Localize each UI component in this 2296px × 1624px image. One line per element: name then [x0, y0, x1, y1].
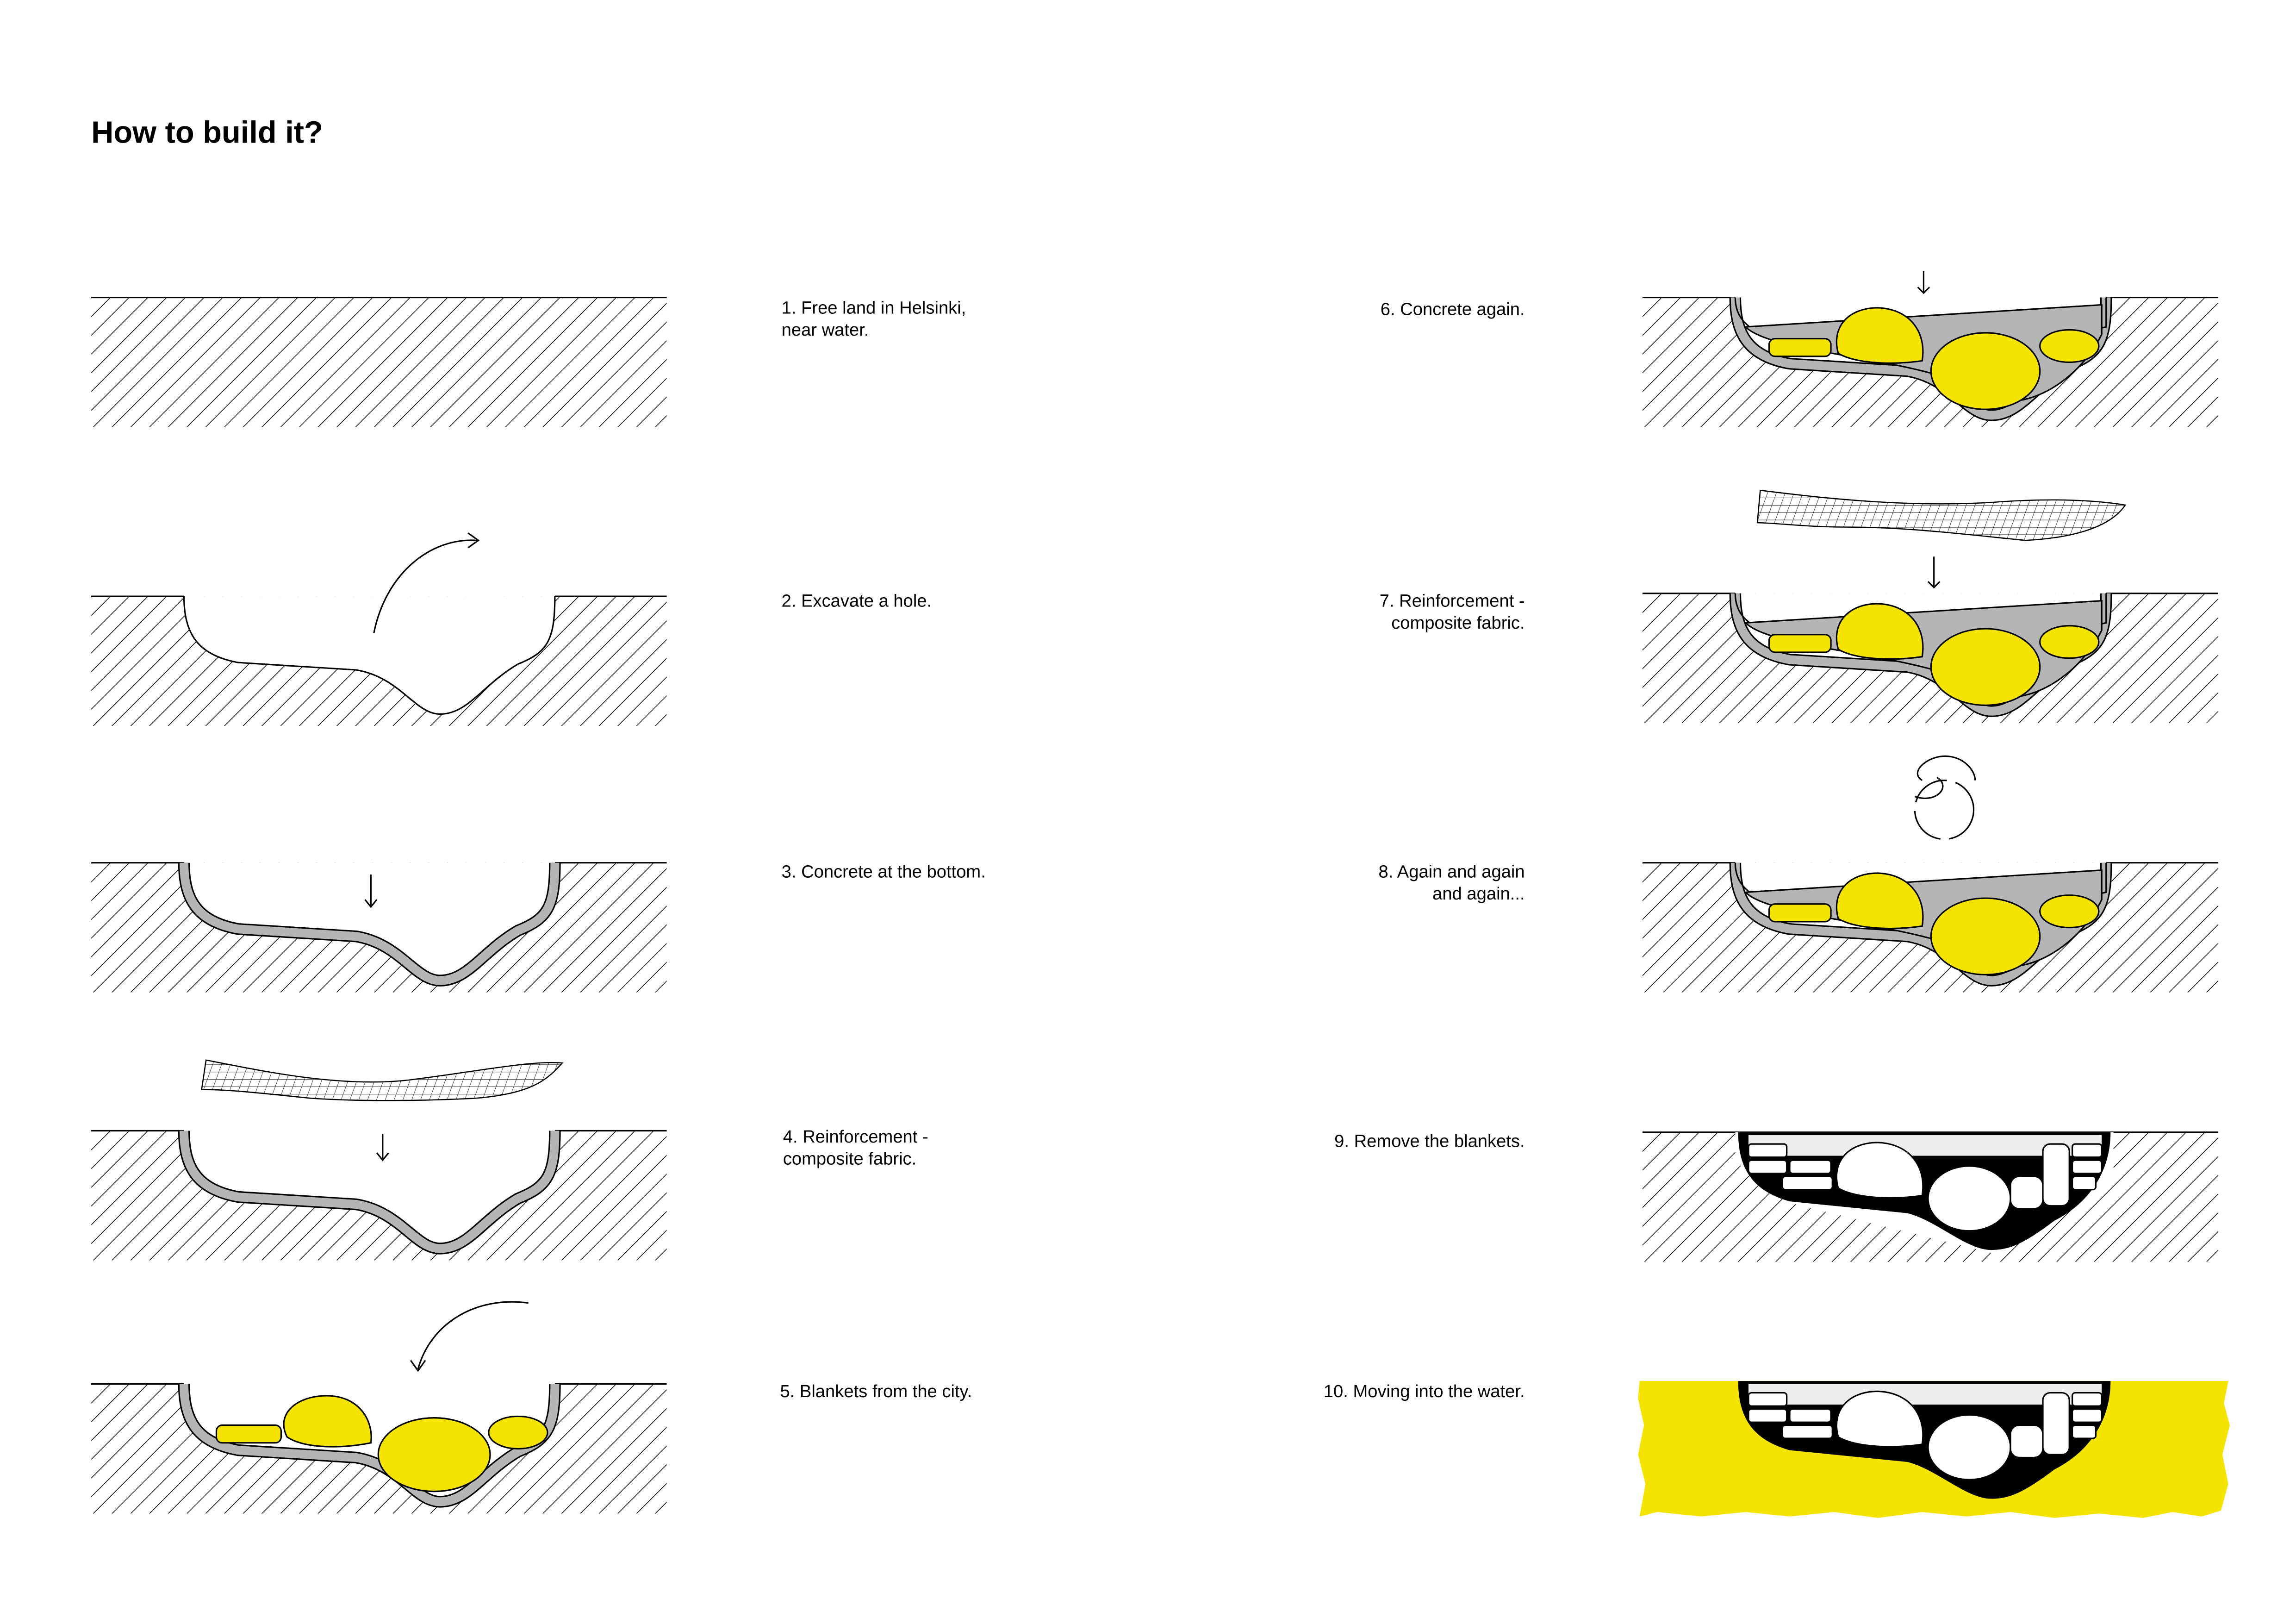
- step-7-diagram: [1643, 489, 2218, 723]
- step-1-caption: 1. Free land in Helsinki, near water.: [782, 298, 966, 340]
- step-5-diagram: [91, 1301, 666, 1513]
- composite-fabric: [201, 1059, 564, 1101]
- composite-fabric: [1756, 489, 2127, 541]
- step-3-diagram: [91, 863, 666, 993]
- page-title: How to build it?: [91, 116, 323, 150]
- cycle-arrows-icon: [1914, 755, 1976, 840]
- step-9-caption: 9. Remove the blankets.: [1334, 1131, 1524, 1151]
- step-9-diagram: [1642, 1131, 2219, 1263]
- step-6-diagram: [1643, 271, 2218, 427]
- step-2-caption: 2. Excavate a hole.: [782, 591, 932, 611]
- step-10-caption: 10. Moving into the water.: [1324, 1381, 1525, 1401]
- arrow-down-icon: [376, 1133, 389, 1162]
- arrow-icon: [417, 1301, 529, 1370]
- step-3-caption: 3. Concrete at the bottom.: [782, 862, 986, 882]
- step-8-diagram: [1643, 755, 2218, 992]
- step-2-diagram: [91, 532, 666, 726]
- step-6-caption: 6. Concrete again.: [1381, 300, 1525, 319]
- step-4-diagram: [91, 1059, 666, 1260]
- step-5-caption: 5. Blankets from the city.: [780, 1381, 972, 1401]
- step-7-caption: 7. Reinforcement -composite fabric.: [1380, 591, 1525, 633]
- step-1-diagram: [90, 296, 668, 428]
- step-4-caption: 4. Reinforcement -composite fabric.: [783, 1127, 928, 1169]
- arrow-down-icon: [1927, 556, 1941, 589]
- arrow-down-icon: [364, 874, 378, 908]
- step-10-diagram: [1638, 1380, 2230, 1518]
- arrow-icon: [373, 539, 477, 633]
- arrow-down-icon: [1917, 271, 1930, 294]
- step-8-caption: 8. Again and again and again...: [1378, 862, 1524, 904]
